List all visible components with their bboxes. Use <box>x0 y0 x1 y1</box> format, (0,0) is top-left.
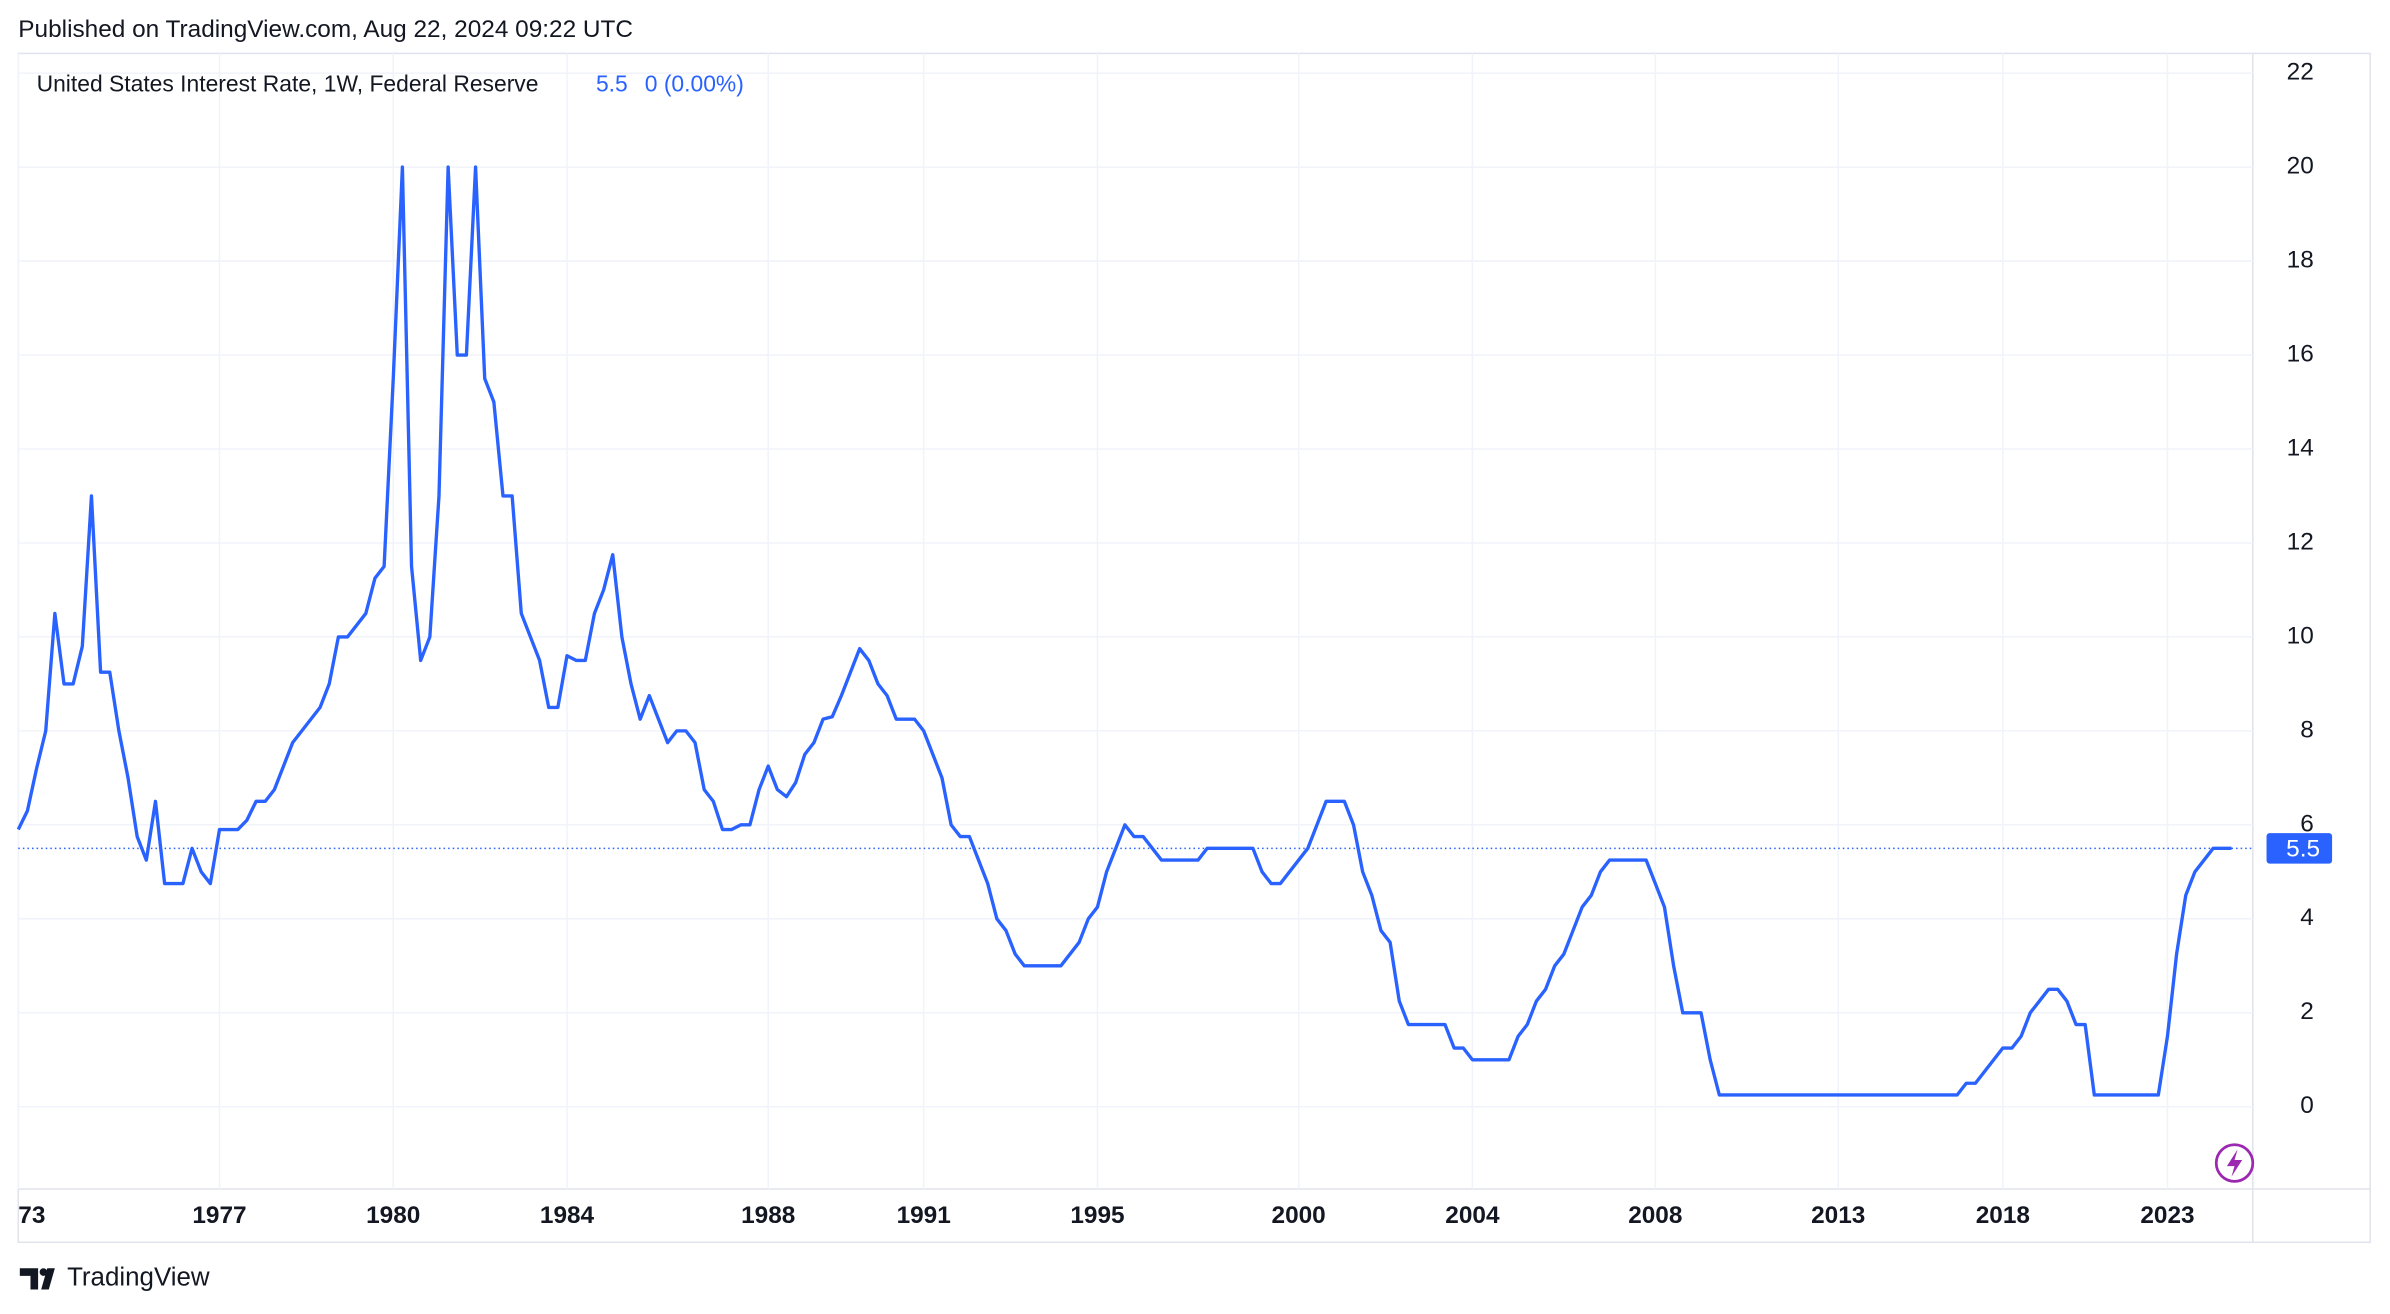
series-line <box>16 165 2232 1097</box>
y-tick-label: 16 <box>2287 340 2314 367</box>
y-tick-label: 14 <box>2287 434 2314 461</box>
grid <box>17 53 2253 1189</box>
logo <box>19 1268 55 1290</box>
x-tick-label: 1977 <box>192 1202 246 1229</box>
y-tick-label: 12 <box>2287 528 2314 555</box>
x-tick-label: 2004 <box>1445 1202 1500 1229</box>
y-tick-label: 18 <box>2287 247 2314 274</box>
y-tick-label: 22 <box>2287 59 2314 86</box>
legend-title: United States Interest Rate, 1W, Federal… <box>37 70 539 96</box>
x-tick-label: 2013 <box>1811 1202 1865 1229</box>
alert-icon <box>2214 1143 2255 1183</box>
last-value-label: 5.5 <box>2286 835 2320 862</box>
header: Published on TradingView.com, Aug 22, 20… <box>18 16 633 43</box>
x-tick-label: 2023 <box>2140 1202 2194 1229</box>
y-tick-label: 20 <box>2287 153 2314 180</box>
x-tick-label: 1988 <box>741 1202 795 1229</box>
x-tick-label: 2000 <box>1272 1202 1326 1229</box>
legend-change: 0 (0.00%) <box>645 70 744 96</box>
x-tick-label: 2018 <box>1976 1202 2030 1229</box>
footer-brand: TradingView <box>67 1264 210 1292</box>
y-tick-label: 8 <box>2300 716 2314 743</box>
legend-value: 5.5 <box>596 70 628 96</box>
x-tick-label: 1984 <box>540 1202 595 1229</box>
y-tick-label: 0 <box>2300 1092 2314 1119</box>
x-tick-label: 1991 <box>897 1202 951 1229</box>
plot <box>16 165 2253 1097</box>
y-tick-label: 10 <box>2287 622 2314 649</box>
y-tick-label: 6 <box>2300 810 2314 837</box>
y-tick-label: 4 <box>2300 904 2314 931</box>
last-value-badge <box>2266 833 2333 864</box>
x-tick-label: 1995 <box>1070 1202 1124 1229</box>
y-tick-label: 2 <box>2300 998 2314 1025</box>
x-tick-label: 1980 <box>366 1202 420 1229</box>
x-tick-label: 73 <box>18 1202 45 1229</box>
x-tick-label: 2008 <box>1628 1202 1682 1229</box>
